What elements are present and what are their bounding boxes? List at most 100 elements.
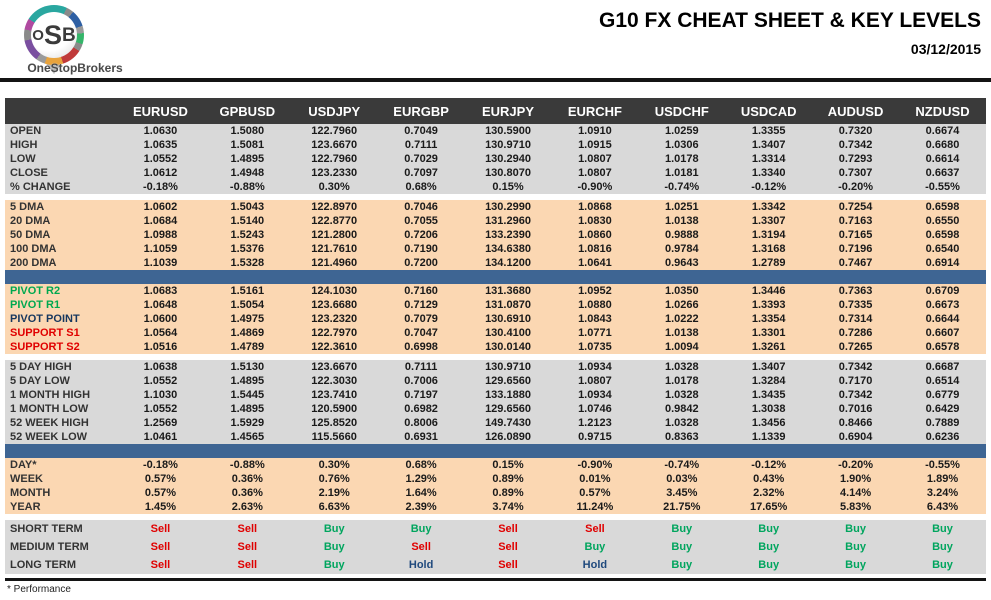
value-cell: 1.3355 (725, 124, 813, 138)
value-cell: 1.0552 (117, 402, 204, 416)
row-label: HIGH (5, 138, 117, 152)
blue-divider-bar (5, 270, 986, 284)
value-cell: 130.6910 (464, 312, 552, 326)
signal-cell: Sell (203, 556, 291, 574)
value-cell: 0.6644 (899, 312, 986, 326)
row-label: SUPPORT S1 (5, 326, 117, 340)
value-cell: 1.0612 (117, 166, 204, 180)
pair-column-header: EURUSD (117, 98, 204, 124)
value-cell: 1.4565 (203, 430, 291, 444)
signal-cell: Buy (899, 520, 986, 538)
value-cell: 134.1200 (464, 256, 552, 270)
value-cell: 0.6429 (899, 402, 986, 416)
value-cell: 0.57% (117, 486, 204, 500)
row-label: SUPPORT S2 (5, 340, 117, 354)
value-cell: 1.0138 (638, 326, 726, 340)
value-cell: 0.6598 (899, 200, 986, 214)
value-cell: 122.7970 (290, 326, 378, 340)
report-date: 03/12/2015 (910, 41, 981, 57)
pair-column-header: EURGBP (377, 98, 465, 124)
value-cell: 1.0843 (551, 312, 639, 326)
value-cell: 0.30% (290, 180, 378, 194)
signal-cell: Sell (464, 520, 552, 538)
fx-table-body: OPEN 1.0630 1.5080 122.7960 0.7049 130.5900 1.… (5, 124, 986, 574)
value-cell: 121.2800 (290, 228, 378, 242)
value-cell: 131.3680 (464, 284, 552, 298)
pair-column-header: EURCHF (551, 98, 639, 124)
value-cell: 0.7165 (812, 228, 900, 242)
value-cell: 0.7029 (377, 152, 465, 166)
value-cell: 1.0952 (551, 284, 639, 298)
table-row: MEDIUM TERM Sell Sell Buy Sell Sell Buy Buy Buy B… (5, 538, 986, 556)
row-label: PIVOT POINT (5, 312, 117, 326)
value-cell: 1.0915 (551, 138, 639, 152)
value-cell: 0.7307 (812, 166, 900, 180)
table-row: PIVOT R2 1.0683 1.5161 124.1030 0.7160 131.36… (5, 284, 986, 298)
value-cell: 1.0746 (551, 402, 639, 416)
value-cell: 1.3168 (725, 242, 813, 256)
value-cell: 1.3301 (725, 326, 813, 340)
value-cell: 1.0564 (117, 326, 204, 340)
value-cell: 130.5900 (464, 124, 552, 138)
value-cell: 0.8363 (638, 430, 726, 444)
value-cell: 0.8006 (377, 416, 465, 430)
value-cell: 0.7097 (377, 166, 465, 180)
brand-name: OneStopBrokers (27, 61, 123, 75)
value-cell: 1.3407 (725, 138, 813, 152)
value-cell: -0.88% (203, 180, 291, 194)
pair-column-header: NZDUSD (899, 98, 986, 124)
value-cell: 0.03% (638, 472, 726, 486)
value-cell: 123.2320 (290, 312, 378, 326)
value-cell: 130.0140 (464, 340, 552, 354)
value-cell: 0.76% (290, 472, 378, 486)
value-cell: 1.0178 (638, 152, 726, 166)
signal-cell: Buy (638, 538, 726, 556)
value-cell: 0.7197 (377, 388, 465, 402)
value-cell: 1.3340 (725, 166, 813, 180)
signal-cell: Buy (377, 520, 465, 538)
signal-cell: Buy (812, 538, 900, 556)
row-label: LOW (5, 152, 117, 166)
value-cell: 1.4948 (203, 166, 291, 180)
section-gap (5, 354, 986, 360)
table-row: SUPPORT S1 1.0564 1.4869 122.7970 0.7047 130.… (5, 326, 986, 340)
value-cell: -0.90% (551, 180, 639, 194)
value-cell: -0.55% (899, 458, 986, 472)
value-cell: 122.8970 (290, 200, 378, 214)
row-label: 20 DMA (5, 214, 117, 228)
value-cell: 0.7190 (377, 242, 465, 256)
table-row: LONG TERM Sell Sell Buy Hold Sell Hold Buy Buy Bu… (5, 556, 986, 574)
signal-cell: Buy (899, 556, 986, 574)
row-label: PIVOT R2 (5, 284, 117, 298)
value-cell: 1.3354 (725, 312, 813, 326)
table-row: 1 MONTH LOW 1.0552 1.4895 120.5900 0.6982 129… (5, 402, 986, 416)
row-label: LONG TERM (5, 556, 117, 574)
value-cell: 0.7170 (812, 374, 900, 388)
value-cell: 1.3038 (725, 402, 813, 416)
value-cell: -0.12% (725, 180, 813, 194)
table-row: CLOSE 1.0612 1.4948 123.2330 0.7097 130.8070 1… (5, 166, 986, 180)
signal-cell: Buy (290, 538, 378, 556)
value-cell: 1.0816 (551, 242, 639, 256)
value-cell: 0.7196 (812, 242, 900, 256)
row-label: DAY* (5, 458, 117, 472)
table-row: 100 DMA 1.1059 1.5376 121.7610 0.7190 134.638… (5, 242, 986, 256)
value-cell: 0.7163 (812, 214, 900, 228)
value-cell: 0.6687 (899, 360, 986, 374)
value-cell: 0.15% (464, 180, 552, 194)
value-cell: 0.7129 (377, 298, 465, 312)
value-cell: 123.6680 (290, 298, 378, 312)
value-cell: 1.0635 (117, 138, 204, 152)
value-cell: 0.6709 (899, 284, 986, 298)
value-cell: 1.0641 (551, 256, 639, 270)
logo-letter-s: S (43, 19, 62, 50)
value-cell: 130.2990 (464, 200, 552, 214)
signal-cell: Sell (203, 538, 291, 556)
value-cell: 0.6637 (899, 166, 986, 180)
value-cell: 131.0870 (464, 298, 552, 312)
row-label: MONTH (5, 486, 117, 500)
value-cell: 0.7206 (377, 228, 465, 242)
pair-column-header: USDCAD (725, 98, 813, 124)
value-cell: 130.8070 (464, 166, 552, 180)
